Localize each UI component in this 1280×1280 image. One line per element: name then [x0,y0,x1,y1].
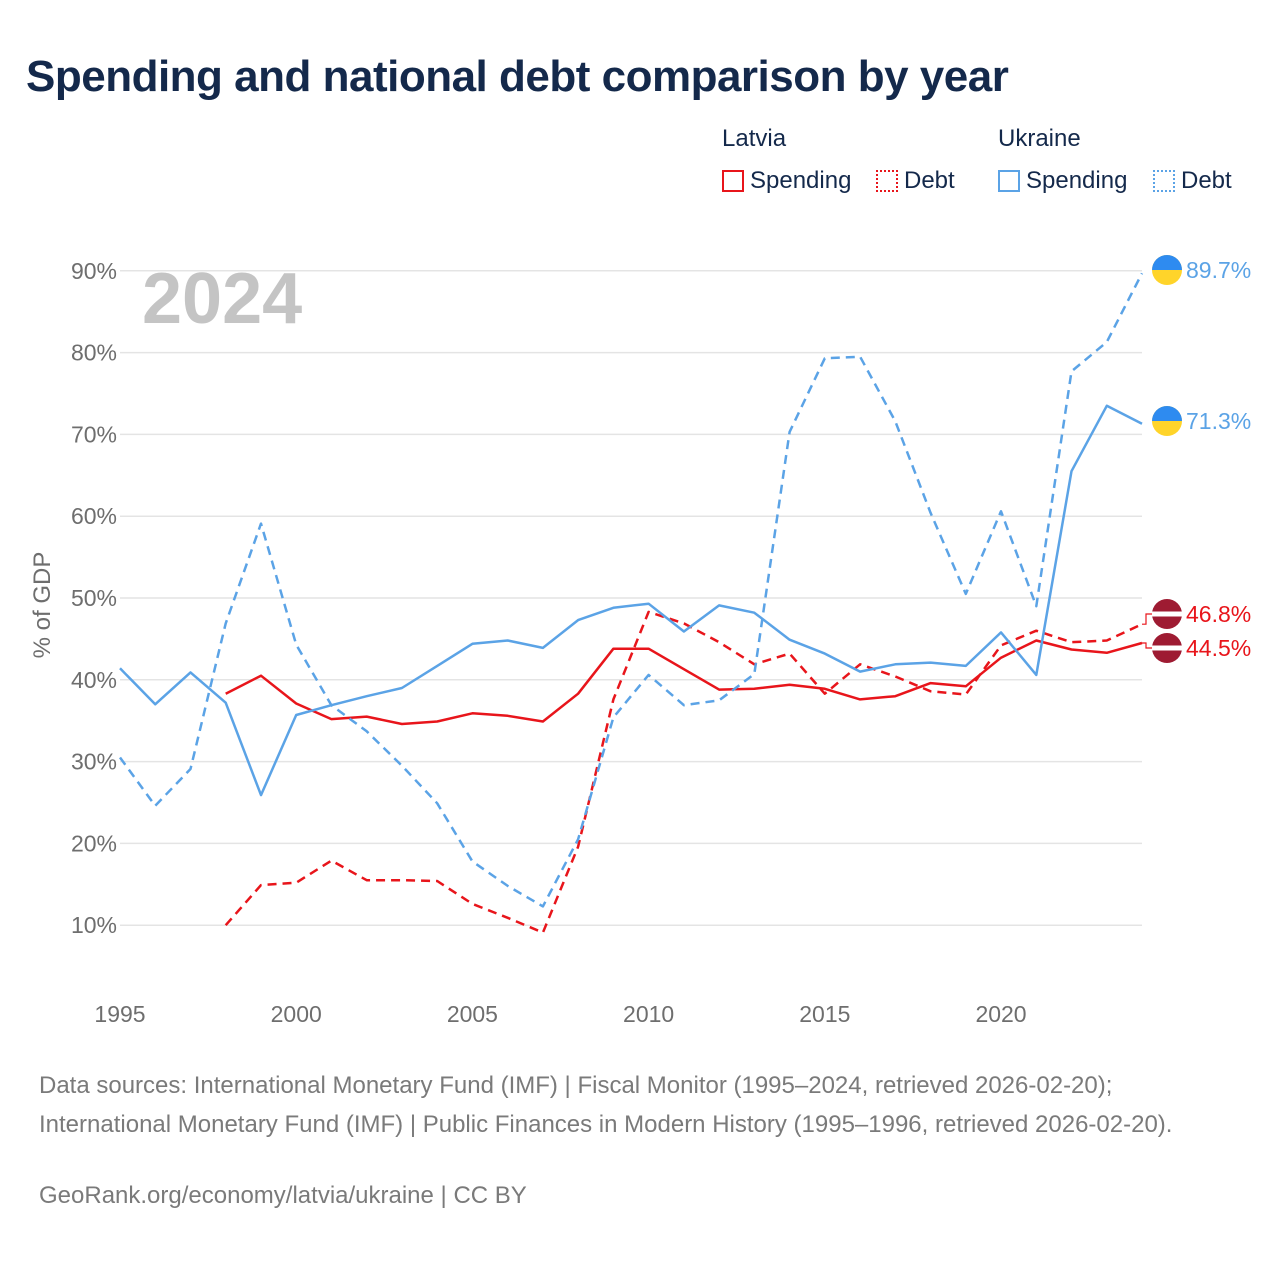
line-chart: 10% 20% 30% 40% 50% 60% 70% 80% 90% 1995 2000 2005 2… [29,255,1251,1027]
x-tick-label: 2000 [271,1001,322,1027]
y-tick-label: 90% [71,258,117,284]
end-label-latvia-spending: 44.5% [1186,635,1251,661]
legend-swatch-latvia-debt [876,170,898,192]
legend-latvia-debt[interactable]: Debt [876,167,955,195]
legend-ukraine-debt[interactable]: Debt [1153,167,1232,195]
end-label-ukraine-spending: 71.3% [1186,408,1251,434]
legend-label-latvia-debt: Debt [904,167,955,194]
leader-latvia-spending [1142,642,1153,649]
legend-label-latvia-spending: Spending [750,167,852,194]
leader-latvia-debt [1142,613,1153,625]
y-tick-label: 40% [71,667,117,693]
latvia-flag-icon [1152,633,1182,663]
series-line-ukraine-spending [119,404,1143,797]
year-watermark: 2024 [142,259,302,339]
latvia-flag-icon [1152,599,1182,629]
y-tick-label: 50% [71,585,117,611]
legend-group-latvia: Latvia [722,125,787,152]
ukraine-flag-icon [1152,406,1182,436]
legend-label-ukraine-spending: Spending [1026,167,1128,194]
credit-link[interactable]: GeoRank.org/economy/latvia/ukraine | CC … [39,1182,527,1209]
flag-ukraine-top [1152,406,1182,421]
y-tick-label: 80% [71,340,117,366]
x-tick-label: 2015 [799,1001,850,1027]
ukraine-flag-icon [1152,255,1182,285]
legend-latvia-spending[interactable]: Spending [722,167,851,195]
series-line-ukraine-debt [118,272,1144,908]
y-tick-label: 20% [71,830,117,856]
series-line-latvia-spending [225,639,1143,726]
end-label-ukraine-debt: 89.7% [1186,257,1251,283]
flag-ukraine-top [1152,255,1182,270]
legend-label-ukraine-debt: Debt [1181,167,1232,194]
y-tick-label: 10% [71,912,117,938]
y-tick-label: 60% [71,503,117,529]
y-axis-title: % of GDP [29,552,56,659]
end-label-latvia-debt: 46.8% [1186,601,1251,627]
legend-swatch-latvia-spending [722,170,744,192]
x-tick-label: 1995 [94,1001,145,1027]
y-tick-label: 30% [71,749,117,775]
legend-swatch-ukraine-spending [998,170,1020,192]
x-tick-label: 2020 [975,1001,1026,1027]
x-tick-label: 2010 [623,1001,674,1027]
chart-title: Spending and national debt comparison by… [26,52,1009,101]
flag-latvia-stripe [1152,611,1182,617]
legend-ukraine-spending[interactable]: Spending [998,167,1127,195]
x-tick-label: 2005 [447,1001,498,1027]
legend-group-ukraine: Ukraine [998,125,1081,152]
y-tick-label: 70% [71,421,117,447]
flag-latvia-stripe [1152,645,1182,651]
series-line-latvia-debt [224,610,1143,934]
legend-swatch-ukraine-debt [1153,170,1175,192]
data-sources: Data sources: International Monetary Fun… [39,1072,1173,1138]
